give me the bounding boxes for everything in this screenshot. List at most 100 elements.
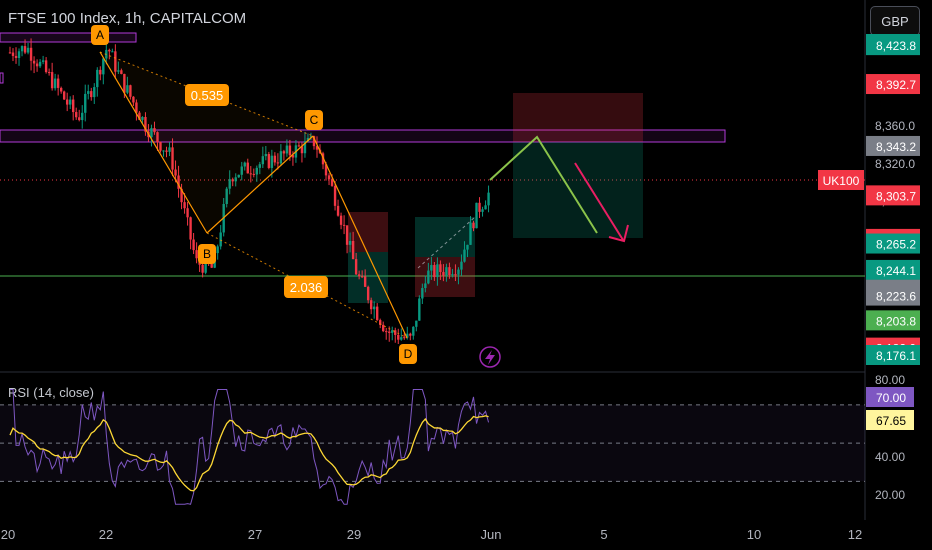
candle: [472, 220, 475, 232]
price-badge-label: 8,423.8: [876, 39, 916, 53]
candle-body: [96, 69, 99, 88]
candle: [111, 48, 114, 53]
pattern-point-bg: [91, 25, 109, 45]
rsi-tick-label: 40.00: [875, 450, 905, 464]
candle-body: [249, 173, 252, 175]
candle-body: [391, 330, 394, 333]
pattern-leg-CD: [312, 135, 408, 339]
price-badge-bg: [866, 285, 920, 306]
harmonic-pattern: A B C D 0.535 2.036: [91, 25, 476, 364]
candle: [237, 174, 240, 178]
candle-body: [93, 87, 96, 98]
candle: [469, 216, 472, 245]
candle: [240, 161, 243, 181]
candle-body: [369, 300, 373, 310]
rsi-badge-label: 70.00: [876, 391, 906, 405]
candle: [439, 260, 442, 280]
candle-body: [8, 52, 12, 54]
candle-body: [99, 69, 102, 75]
candle-body: [270, 155, 274, 168]
candle: [186, 201, 189, 226]
candle-body: [463, 249, 466, 262]
candle-body: [439, 264, 442, 273]
candle: [273, 152, 277, 166]
candle-body: [204, 257, 207, 273]
candle-body: [375, 306, 379, 321]
candle-body: [41, 60, 45, 62]
pattern-ratio-line-AC: [99, 51, 314, 137]
pattern-point-d: D: [399, 344, 417, 364]
chart-title: FTSE 100 Index, 1h, CAPITALCOM: [8, 10, 247, 27]
pattern-ratio: 0.535: [185, 84, 229, 106]
candle: [171, 138, 174, 177]
candle: [129, 84, 132, 100]
candle-body: [427, 270, 430, 284]
candle-body: [394, 330, 397, 335]
candle-body: [333, 185, 337, 206]
price-badge-label: 8,203.8: [876, 314, 916, 328]
candle-body: [306, 137, 310, 142]
candle-body: [78, 117, 81, 121]
candle: [415, 320, 418, 332]
alert-lightning-icon: [479, 346, 501, 368]
candle: [409, 332, 412, 341]
price-badge: 8,303.7: [866, 185, 920, 206]
candle-body: [415, 320, 418, 327]
time-tick-label: 5: [600, 527, 607, 542]
candle: [117, 61, 120, 75]
candle-body: [132, 96, 135, 103]
candle: [50, 62, 54, 91]
pattern-ratio-bg: [185, 84, 229, 106]
candle-body: [234, 177, 237, 182]
pattern-point-label: D: [404, 347, 413, 361]
candle-body: [180, 188, 183, 203]
pattern-fill: [100, 52, 313, 233]
candle-body: [279, 151, 283, 164]
candle: [309, 132, 313, 141]
candle: [261, 146, 265, 169]
candle-body: [252, 173, 255, 175]
short-risk-box: [348, 212, 388, 252]
candle-body: [372, 306, 376, 310]
candle: [255, 165, 259, 182]
candle-body: [379, 320, 382, 325]
candle-body: [138, 112, 141, 120]
candle-body: [231, 179, 234, 182]
candle-body: [240, 166, 243, 175]
candle: [448, 262, 451, 279]
price-badge: 8,343.2: [866, 135, 920, 156]
candle-body: [342, 224, 346, 226]
candle: [114, 44, 117, 79]
candle: [144, 112, 147, 136]
candle-body: [237, 174, 240, 178]
candle-body: [141, 116, 144, 120]
candle-body: [84, 93, 87, 113]
candle-body: [261, 156, 265, 165]
candle: [62, 90, 66, 100]
candle-body: [445, 267, 448, 276]
price-axis: 8,360.08,320.08,280.08,424.78,423.88,392…: [818, 34, 920, 365]
candle-body: [159, 142, 162, 151]
rsi-panel: 80.00 40.00 20.00 70.00 67.65: [0, 373, 914, 505]
candle-body: [219, 232, 222, 247]
candle: [303, 131, 307, 158]
pattern-ratio-label: 2.036: [290, 280, 323, 295]
candle-body: [216, 246, 219, 254]
alert-bolt: [485, 350, 495, 365]
candle-body: [156, 132, 159, 143]
candle: [418, 295, 421, 321]
candle: [38, 59, 42, 69]
candle-body: [56, 78, 60, 88]
time-tick-label: 20: [1, 527, 15, 542]
price-badge: 8,223.6: [866, 285, 920, 306]
candle-body: [469, 222, 472, 245]
candle: [463, 241, 466, 263]
price-badge-bg: [866, 310, 920, 331]
candle-body: [117, 70, 120, 72]
candle: [26, 42, 30, 55]
candle: [189, 216, 192, 250]
pattern-leg-BC: [206, 135, 314, 234]
candle-body: [72, 99, 75, 113]
candle: [234, 173, 237, 187]
